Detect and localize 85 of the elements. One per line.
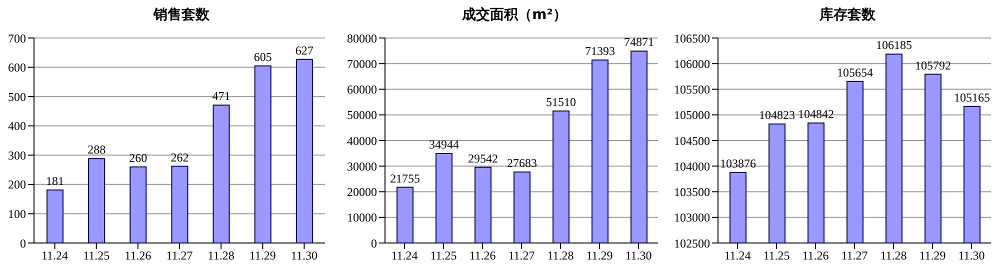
- y-tick-label: 60000: [347, 82, 377, 97]
- y-tick-label: 200: [8, 178, 26, 192]
- y-tick-label: 104000: [674, 159, 710, 174]
- x-tick-label: 11.29: [249, 248, 276, 263]
- y-tick-label: 10000: [347, 210, 377, 225]
- data-label: 288: [88, 142, 106, 157]
- x-tick-label: 11.27: [841, 248, 868, 263]
- bar: [436, 152, 452, 243]
- bar: [130, 166, 147, 243]
- data-label: 605: [254, 50, 272, 64]
- bar: [254, 65, 272, 243]
- y-tick-label: 400: [8, 119, 26, 134]
- y-tick-label: 0: [371, 236, 377, 250]
- y-tick-label: 104500: [674, 134, 710, 148]
- data-label: 105165: [954, 90, 990, 104]
- y-tick-label: 0: [20, 236, 26, 250]
- data-label: 71393: [585, 44, 615, 58]
- data-label: 104823: [759, 108, 795, 122]
- y-tick-label: 106500: [674, 31, 710, 46]
- y-tick-label: 40000: [347, 134, 377, 148]
- x-tick-label: 11.25: [763, 248, 790, 263]
- x-tick-label: 11.24: [42, 248, 68, 263]
- chart-title: 销售套数: [152, 6, 210, 25]
- chart-title: 库存套数: [818, 6, 876, 25]
- x-tick-label: 11.28: [208, 248, 234, 263]
- y-tick-label: 103000: [674, 210, 710, 225]
- x-tick-label: 11.24: [724, 248, 751, 263]
- data-label: 34944: [429, 137, 459, 152]
- x-tick-label: 11.24: [391, 248, 418, 263]
- bar: [552, 110, 570, 243]
- x-tick-label: 11.25: [83, 248, 110, 263]
- x-tick-label: 11.30: [290, 248, 318, 263]
- data-label: 106185: [876, 38, 912, 52]
- data-label: 181: [46, 174, 64, 188]
- data-label: 105654: [837, 65, 873, 80]
- data-label: 21755: [390, 171, 420, 186]
- bar: [396, 186, 414, 243]
- y-tick-label: 700: [8, 31, 26, 46]
- data-label: 51510: [546, 95, 576, 110]
- data-label: 103876: [720, 156, 756, 170]
- y-tick-label: 70000: [347, 56, 377, 71]
- data-label: 105792: [915, 58, 951, 72]
- y-tick-label: 105000: [674, 108, 710, 122]
- bar: [514, 172, 530, 243]
- x-tick-label: 11.27: [166, 248, 193, 263]
- bar: [46, 189, 64, 243]
- x-tick-label: 11.26: [124, 248, 152, 263]
- bar: [212, 104, 230, 243]
- x-tick-label: 11.30: [625, 248, 652, 263]
- y-tick-label: 300: [8, 148, 26, 162]
- x-tick-label: 11.26: [802, 248, 829, 263]
- y-tick-label: 102500: [674, 236, 710, 250]
- bar: [296, 58, 313, 243]
- data-label: 471: [212, 89, 230, 104]
- data-label: 262: [170, 150, 189, 164]
- y-tick-label: 103500: [674, 185, 710, 200]
- data-label: 27683: [507, 156, 537, 170]
- y-tick-label: 50000: [347, 108, 377, 122]
- y-tick-label: 105500: [674, 82, 710, 97]
- y-tick-label: 100: [8, 206, 26, 221]
- y-tick-label: 80000: [347, 31, 377, 46]
- bar: [592, 60, 608, 243]
- x-tick-label: 11.29: [919, 248, 946, 263]
- x-tick-label: 11.27: [508, 248, 535, 263]
- x-tick-label: 11.26: [469, 248, 496, 263]
- data-label: 29542: [468, 151, 498, 166]
- data-label: 627: [295, 43, 314, 58]
- data-label: 260: [129, 150, 148, 165]
- y-tick-label: 600: [8, 60, 26, 75]
- chart-title: 成交面积（m²）: [460, 6, 568, 25]
- y-tick-label: 106000: [674, 56, 710, 71]
- x-tick-label: 11.30: [958, 248, 985, 263]
- data-label: 104842: [798, 106, 834, 121]
- y-tick-label: 500: [8, 90, 26, 104]
- x-tick-label: 11.28: [880, 248, 907, 263]
- bar: [474, 166, 492, 243]
- x-tick-label: 11.29: [586, 248, 613, 263]
- x-tick-label: 11.28: [547, 248, 574, 263]
- bar: [171, 166, 188, 243]
- x-tick-label: 11.25: [430, 248, 457, 263]
- y-tick-label: 30000: [347, 159, 377, 174]
- bar: [88, 158, 106, 243]
- bar: [630, 50, 648, 243]
- y-tick-label: 20000: [347, 185, 377, 200]
- data-label: 74871: [624, 35, 654, 50]
